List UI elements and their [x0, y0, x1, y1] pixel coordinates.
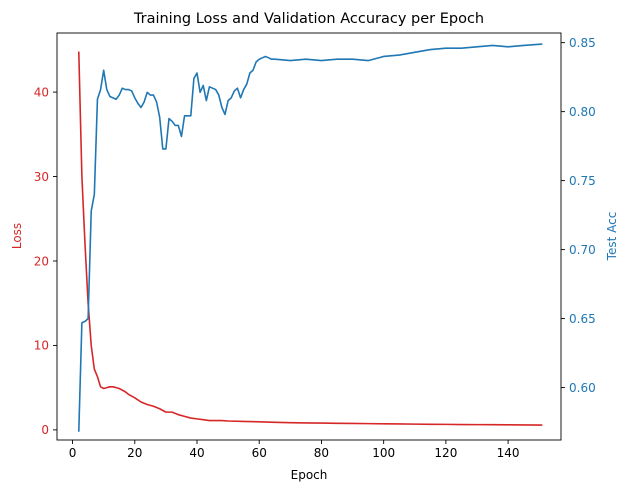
right-y-tick-label: 0.80: [569, 105, 596, 119]
x-tick-label: 60: [252, 446, 267, 460]
left-y-tick-label: 20: [34, 254, 49, 268]
chart-marks: [77, 43, 543, 432]
left-y-tick-label: 0: [41, 423, 49, 437]
x-tick-label: 20: [127, 446, 142, 460]
right-y-axis-label: Test Acc: [605, 212, 619, 262]
left-y-axis-label: Loss: [10, 223, 24, 249]
axes: 0 20 40 60 80 100 120 140 0 10 20 30 40 0.60 0.65 0.70 0…: [34, 32, 596, 460]
x-axis-label: Epoch: [291, 468, 328, 482]
plot-frame: [56, 32, 562, 441]
left-y-tick-label: 10: [34, 339, 49, 353]
right-y-tick-label: 0.75: [569, 174, 596, 188]
left-y-tick-label: 30: [34, 170, 49, 184]
test-acc-series-line: [77, 43, 543, 432]
right-y-tick-label: 0.70: [569, 243, 596, 257]
x-tick-label: 80: [314, 446, 329, 460]
x-tick-label: 140: [497, 446, 520, 460]
loss-series-line: [77, 51, 543, 426]
right-y-tick-label: 0.60: [569, 381, 596, 395]
chart-title: Training Loss and Validation Accuracy pe…: [133, 11, 484, 27]
x-tick-label: 120: [434, 446, 457, 460]
right-y-tick-label: 0.65: [569, 312, 596, 326]
x-tick-label: 100: [372, 446, 395, 460]
right-y-tick-label: 0.85: [569, 36, 596, 50]
x-tick-label: 40: [189, 446, 204, 460]
left-y-tick-label: 40: [34, 85, 49, 99]
x-tick-label: 0: [69, 446, 77, 460]
